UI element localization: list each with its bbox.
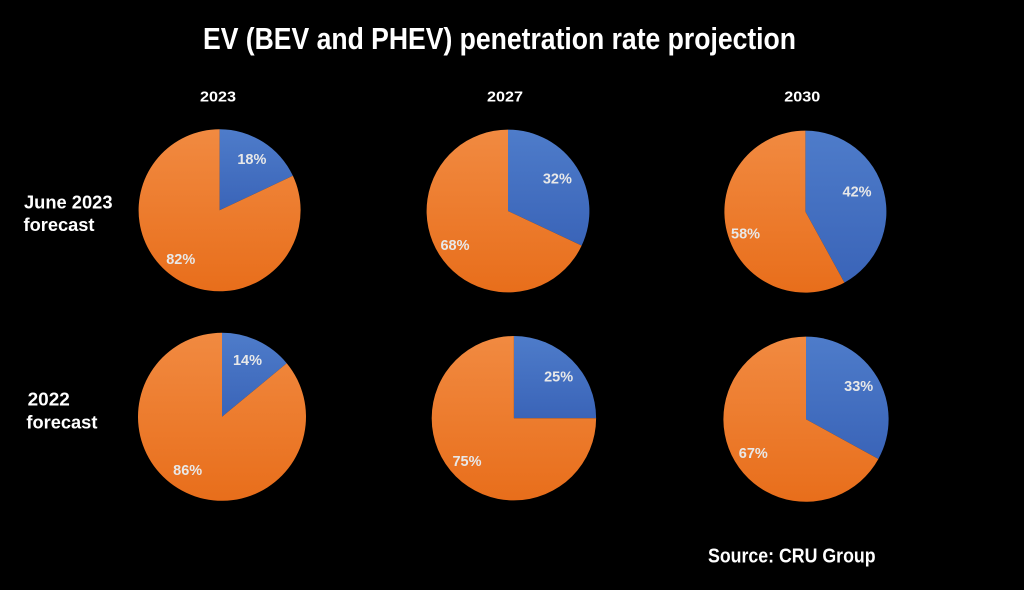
svg-text:Source: CRU Group: Source: CRU Group [708,545,876,568]
svg-text:2023: 2023 [200,89,236,106]
svg-text:67%: 67% [739,446,768,462]
svg-text:75%: 75% [452,454,481,470]
svg-text:EV (BEV and PHEV) penetration: EV (BEV and PHEV) penetration rate proje… [203,21,796,56]
svg-text:18%: 18% [237,152,266,168]
svg-text:42%: 42% [843,185,872,201]
svg-text:25%: 25% [544,370,573,386]
svg-text:86%: 86% [173,463,202,479]
svg-text:2030: 2030 [784,89,820,106]
svg-text:58%: 58% [731,227,760,243]
svg-text:82%: 82% [166,252,195,268]
svg-text:forecast: forecast [26,412,97,432]
svg-text:32%: 32% [543,172,572,188]
svg-text:2027: 2027 [487,89,523,106]
svg-text:forecast: forecast [24,215,95,235]
svg-text:June 2023: June 2023 [24,193,112,213]
svg-text:68%: 68% [440,238,469,254]
svg-text:14%: 14% [233,353,262,369]
svg-text:33%: 33% [844,379,873,395]
svg-text:2022: 2022 [28,389,70,409]
